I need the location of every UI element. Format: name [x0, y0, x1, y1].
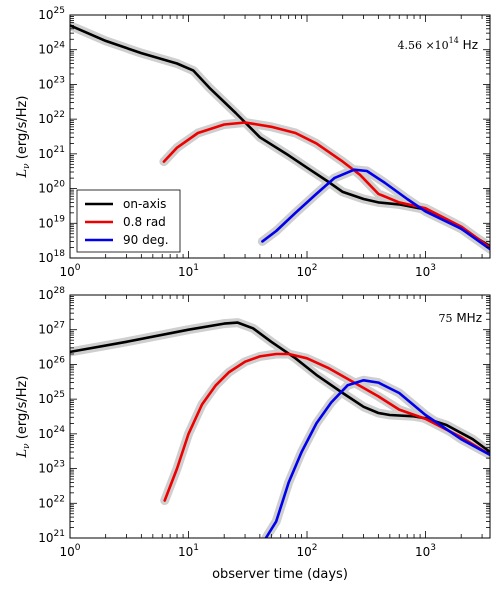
y-tick-label: 1025 — [38, 390, 65, 406]
y-tick-label: 1024 — [38, 41, 65, 57]
x-tick-label: 103 — [415, 263, 436, 279]
y-tick-label: 1021 — [38, 529, 65, 545]
plot-area — [70, 318, 490, 538]
legend-label: 0.8 rad — [123, 215, 166, 229]
legend: on-axis 0.8 rad 90 deg. — [76, 189, 181, 253]
x-tick-label: 102 — [297, 543, 318, 559]
y-tick-label: 1025 — [38, 6, 65, 22]
y-tick-label: 1022 — [38, 494, 65, 510]
series-band-2 — [257, 165, 490, 254]
y-axis-title: Lν (erg/s/Hz) — [15, 96, 32, 179]
x-tick-label: 102 — [297, 263, 318, 279]
x-tick-label: 100 — [59, 263, 80, 279]
y-tick-label: 1019 — [38, 214, 65, 230]
axes-frame — [69, 294, 491, 539]
series-line-2 — [264, 378, 490, 538]
frequency-annotation: 4.56 ×1014 Hz — [397, 36, 478, 52]
legend-label: 90 deg. — [123, 233, 169, 247]
x-tick-label: 103 — [415, 543, 436, 559]
bottom-panel: 100 101 102 103 1021 1022 1023 1024 1025 1026 1027… — [15, 286, 491, 582]
series-line-2 — [261, 168, 490, 251]
y-tick-label: 1028 — [38, 286, 65, 302]
y-tick-label: 1027 — [38, 321, 65, 337]
y-tick-label: 1022 — [38, 110, 65, 126]
y-tick-label: 1024 — [38, 425, 65, 441]
y-tick-label: 1020 — [38, 180, 65, 196]
series-band-0 — [70, 318, 490, 457]
top-panel: 100 101 102 103 1018 1019 1020 1021 1022 1023 1024… — [15, 6, 491, 279]
y-tick-label: 1023 — [38, 460, 65, 476]
legend-label: on-axis — [123, 197, 166, 211]
axes-frame — [69, 14, 491, 259]
y-tick-label: 1021 — [38, 145, 65, 161]
ticks — [69, 14, 490, 259]
ticks — [69, 294, 490, 539]
x-tick-label: 101 — [178, 543, 199, 559]
y-tick-label: 1023 — [38, 75, 65, 91]
y-tick-label: 1026 — [38, 355, 65, 371]
frequency-annotation: 75 MHz — [439, 311, 483, 325]
x-axis-title: observer time (days) — [212, 567, 348, 582]
series-line-1 — [163, 352, 490, 502]
y-axis-title: Lν (erg/s/Hz) — [15, 376, 32, 459]
y-tick-label: 1018 — [38, 249, 65, 265]
x-tick-label: 101 — [178, 263, 199, 279]
x-tick-label: 100 — [59, 543, 80, 559]
plot-area — [70, 21, 490, 254]
